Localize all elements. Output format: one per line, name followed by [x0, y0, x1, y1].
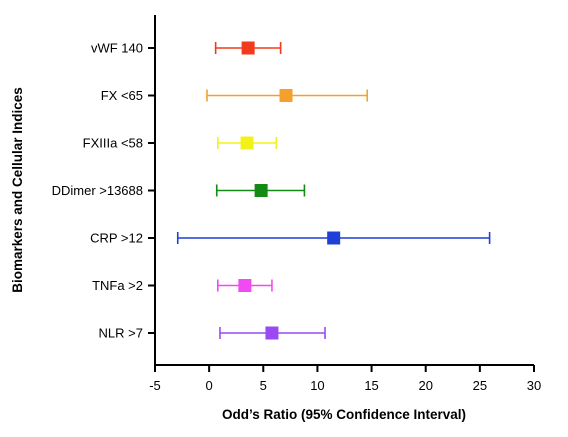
x-tick-label: 0 — [206, 378, 213, 393]
estimate-marker — [265, 326, 279, 340]
forest-row — [206, 89, 369, 102]
forest-row — [214, 41, 282, 55]
y-category-label: FX <65 — [101, 88, 143, 103]
forest-row — [219, 326, 326, 340]
y-category-label: vWF 140 — [91, 41, 143, 56]
estimate-marker — [238, 279, 252, 292]
estimate-marker — [240, 136, 254, 150]
y-category-label: CRP >12 — [90, 231, 143, 246]
x-tick-label: 30 — [527, 378, 541, 393]
x-tick-label: 5 — [260, 378, 267, 393]
y-category-label: TNFa >2 — [92, 278, 143, 293]
y-axis-title: Biomarkers and Cellular Indices — [10, 87, 25, 293]
y-category-label: DDimer >13688 — [52, 183, 143, 198]
x-tick-label: 25 — [473, 378, 487, 393]
estimate-marker — [254, 184, 268, 197]
x-tick-label: 15 — [364, 378, 378, 393]
forest-row — [217, 279, 273, 292]
estimate-marker — [279, 89, 293, 102]
x-tick-label: 20 — [418, 378, 432, 393]
x-ticks-layer: -5 0 5 10 15 20 25 30 — [149, 365, 541, 393]
y-ticks-layer: vWF 140 FX <65 FXIIIa <58 DDimer >13688 CRP … — [52, 41, 155, 341]
series-layer — [176, 41, 491, 340]
estimate-marker — [327, 231, 341, 245]
x-tick-label: -5 — [149, 378, 161, 393]
y-category-label: NLR >7 — [99, 326, 143, 341]
x-axis-title: Odd’s Ratio (95% Confidence Interval) — [222, 407, 466, 422]
y-category-label: FXIIIa <58 — [83, 136, 143, 151]
estimate-marker — [241, 41, 255, 55]
forest-row — [217, 136, 278, 150]
x-tick-label: 10 — [310, 378, 324, 393]
axes-layer — [154, 15, 534, 366]
forest-row — [176, 231, 491, 245]
forest-row — [215, 184, 306, 197]
